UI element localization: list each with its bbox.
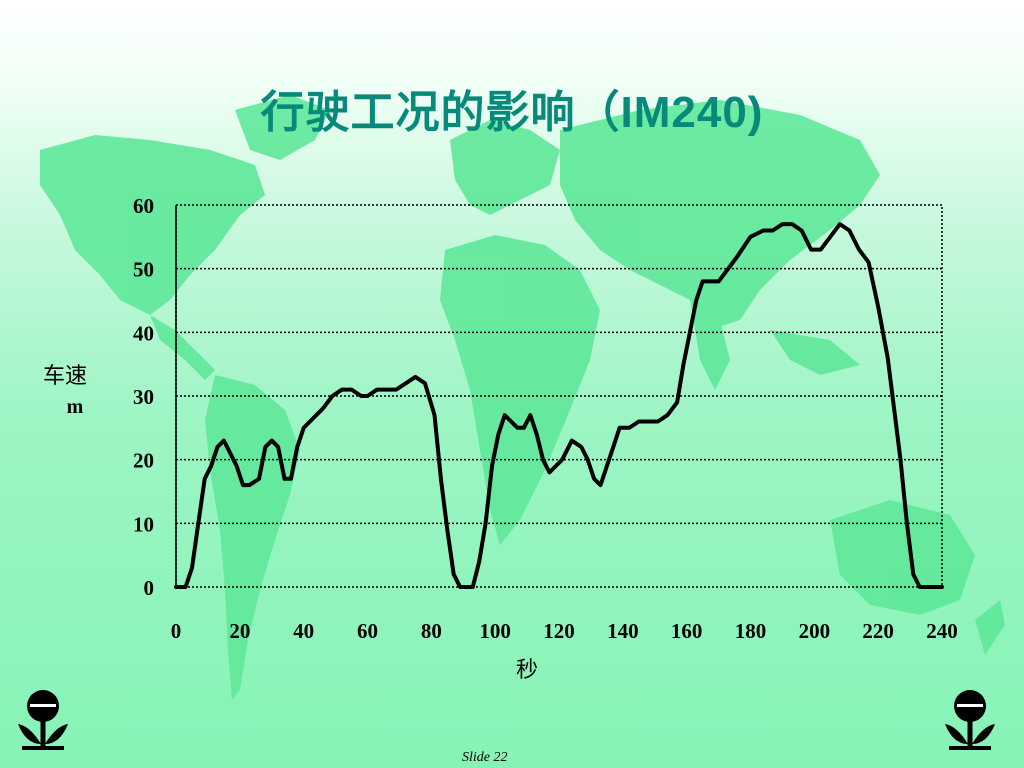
y-axis-label-line: 车速: [43, 363, 87, 388]
agency-flower-logo-icon: [945, 690, 995, 750]
speed-series-line: [174, 222, 944, 589]
y-tick-label: 30: [133, 385, 154, 409]
y-tick-label: 50: [133, 258, 154, 282]
y-axis-label: 车速 m: [43, 363, 87, 418]
plot-grid: [175, 204, 943, 588]
x-tick-label: 60: [357, 619, 378, 643]
slide-number: Slide 22: [462, 750, 508, 765]
x-tick-label: 40: [293, 619, 314, 643]
x-tick-label: 160: [671, 619, 703, 643]
x-tick-label: 100: [479, 619, 511, 643]
x-tick-label: 80: [421, 619, 442, 643]
x-tick-label: 180: [735, 619, 767, 643]
x-tick-label: 120: [543, 619, 575, 643]
plot-line-group: [174, 222, 944, 589]
x-tick-label: 220: [862, 619, 894, 643]
x-tick-label: 0: [171, 619, 182, 643]
slide-title: 行驶工况的影响（IM240): [260, 88, 764, 137]
x-tick-label: 240: [926, 619, 958, 643]
y-tick-label: 60: [133, 194, 154, 218]
y-tick-label: 40: [133, 321, 154, 345]
x-tick-label: 200: [799, 619, 831, 643]
y-tick-label: 0: [144, 576, 155, 600]
plot-frame: [175, 204, 943, 588]
x-tick-label: 20: [229, 619, 250, 643]
y-axis-label-line: m: [67, 396, 84, 418]
y-tick-label: 20: [133, 449, 154, 473]
x-axis-label: 秒: [516, 657, 538, 682]
x-tick-label: 140: [607, 619, 639, 643]
y-tick-label: 10: [133, 512, 154, 536]
agency-flower-logo-icon: [18, 690, 68, 750]
axis-ticks: 0 10 20 30 40 50 60 0 20 40 60 80 100 120 140 160 180 200…: [133, 194, 958, 643]
